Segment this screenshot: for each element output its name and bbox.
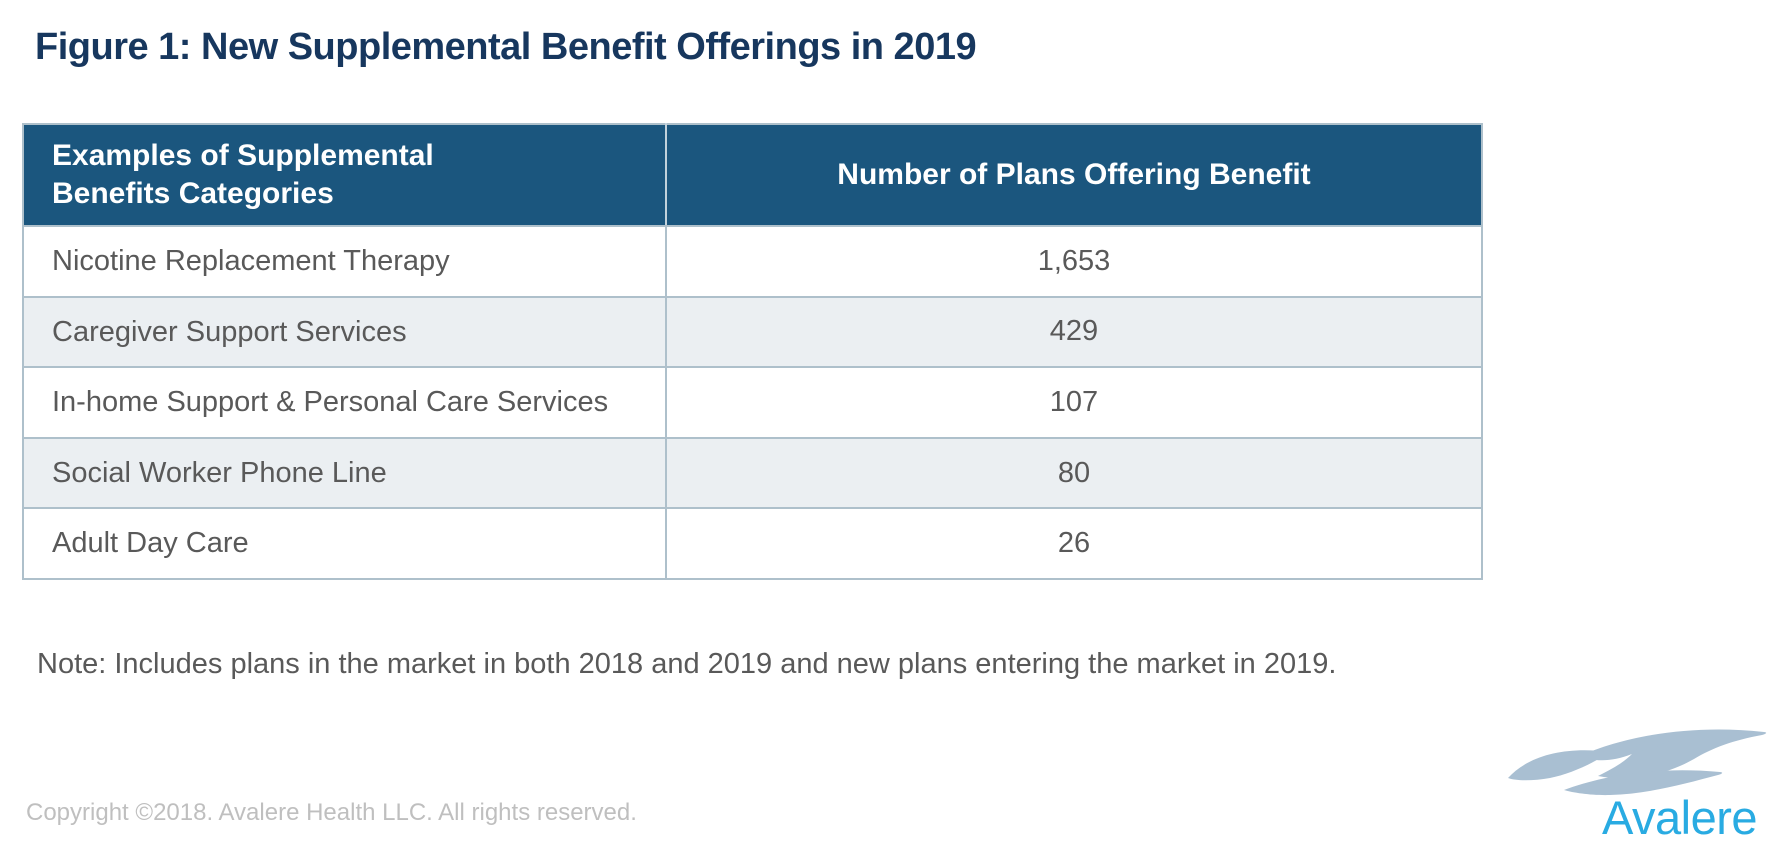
category-cell: Adult Day Care [22, 507, 667, 580]
category-label: Nicotine Replacement Therapy [52, 245, 450, 277]
category-cell: Nicotine Replacement Therapy [22, 225, 667, 298]
category-label: In-home Support & Personal Care Services [52, 386, 609, 419]
value-cell: 80 [665, 436, 1483, 510]
category-label: Adult Day Care [52, 527, 249, 560]
avalere-wave-icon [1508, 729, 1767, 796]
avalere-wordmark: Avalere [1602, 791, 1758, 844]
table-row: Nicotine Replacement Therapy 1,653 [22, 225, 1483, 298]
figure-note: Note: Includes plans in the market in bo… [37, 648, 1337, 680]
avalere-logo: Avalere [1498, 722, 1778, 844]
table-row: Social Worker Phone Line 80 [22, 436, 1483, 510]
table-row: Caregiver Support Services 429 [22, 295, 1483, 369]
value-cell: 107 [665, 366, 1483, 439]
column-header-category: Examples of Supplemental Benefits Catego… [22, 123, 667, 227]
page-title: Figure 1: New Supplemental Benefit Offer… [35, 26, 977, 68]
category-cell: In-home Support & Personal Care Services [22, 366, 667, 439]
category-cell: Social Worker Phone Line [22, 436, 667, 510]
column-header-value-label: Number of Plans Offering Benefit [837, 158, 1311, 191]
table-header-row: Examples of Supplemental Benefits Catego… [22, 123, 1483, 227]
category-cell: Caregiver Support Services [22, 295, 667, 369]
category-label: Caregiver Support Services [52, 315, 407, 348]
copyright-notice: Copyright ©2018. Avalere Health LLC. All… [26, 799, 637, 826]
table-row: Adult Day Care 26 [22, 507, 1483, 580]
table-body: Nicotine Replacement Therapy 1,653 Careg… [22, 225, 1483, 580]
category-label: Social Worker Phone Line [52, 456, 387, 489]
value-cell: 429 [665, 295, 1483, 369]
value-cell: 26 [665, 507, 1483, 580]
table-row: In-home Support & Personal Care Services… [22, 366, 1483, 439]
supplemental-benefits-table: Examples of Supplemental Benefits Catego… [22, 123, 1483, 580]
column-header-category-label: Examples of Supplemental Benefits Catego… [52, 138, 434, 210]
value-cell: 1,653 [665, 225, 1483, 298]
column-header-value: Number of Plans Offering Benefit [665, 123, 1483, 227]
table-header: Examples of Supplemental Benefits Catego… [22, 123, 1483, 227]
